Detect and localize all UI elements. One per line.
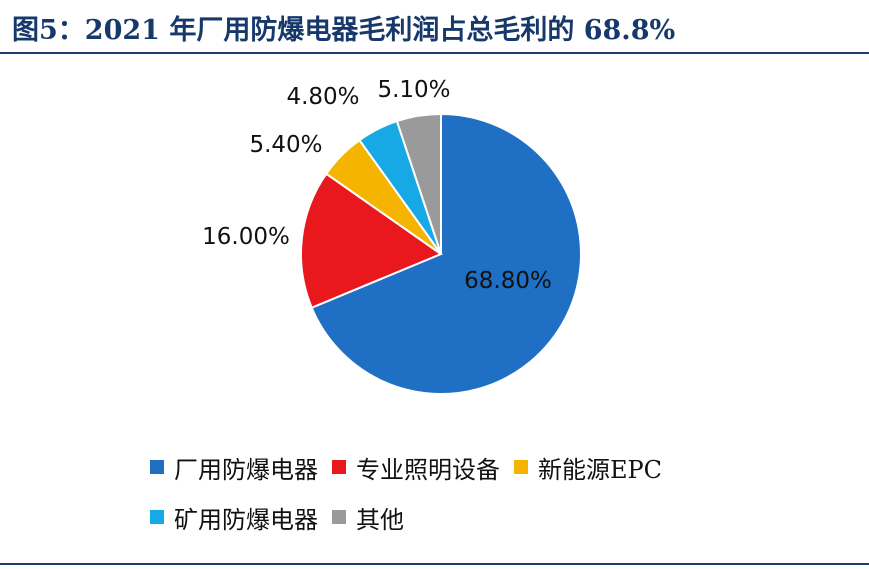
pie-slice	[300, 172, 444, 310]
slice-data-label: 4.80%	[286, 84, 359, 110]
slice-data-label: 5.10%	[377, 77, 450, 103]
bottom-divider	[0, 563, 869, 565]
legend-item: 矿用防爆电器	[150, 500, 318, 535]
legend-swatch	[514, 460, 528, 474]
pie-slice	[395, 112, 442, 255]
legend-label: 其他	[356, 505, 404, 534]
legend-label: 厂用防爆电器	[174, 455, 318, 484]
legend-swatch	[332, 510, 346, 524]
slice-data-label: 5.40%	[249, 132, 322, 158]
legend-item: 厂用防爆电器	[150, 450, 318, 485]
legend-label: 专业照明设备	[356, 455, 500, 484]
legend-swatch	[150, 460, 164, 474]
title-divider	[0, 52, 869, 54]
pie-slice	[310, 112, 582, 395]
legend-item: 新能源EPC	[514, 450, 662, 485]
legend-label: 新能源EPC	[538, 455, 663, 484]
legend-item: 其他	[332, 500, 404, 535]
legend-label: 矿用防爆电器	[174, 505, 318, 534]
slice-data-label: 16.00%	[202, 224, 290, 250]
legend-row-1: 厂用防爆电器 专业照明设备 新能源EPC	[150, 448, 790, 486]
slice-data-label: 68.80%	[464, 268, 552, 294]
legend: 厂用防爆电器 专业照明设备 新能源EPC 矿用防爆电器 其他	[150, 448, 790, 548]
legend-item: 专业照明设备	[332, 450, 500, 485]
legend-row-2: 矿用防爆电器 其他	[150, 498, 790, 536]
legend-swatch	[150, 510, 164, 524]
chart-title: 图5：2021 年厂用防爆电器毛利润占总毛利的 68.8%	[12, 15, 676, 46]
legend-swatch	[332, 460, 346, 474]
